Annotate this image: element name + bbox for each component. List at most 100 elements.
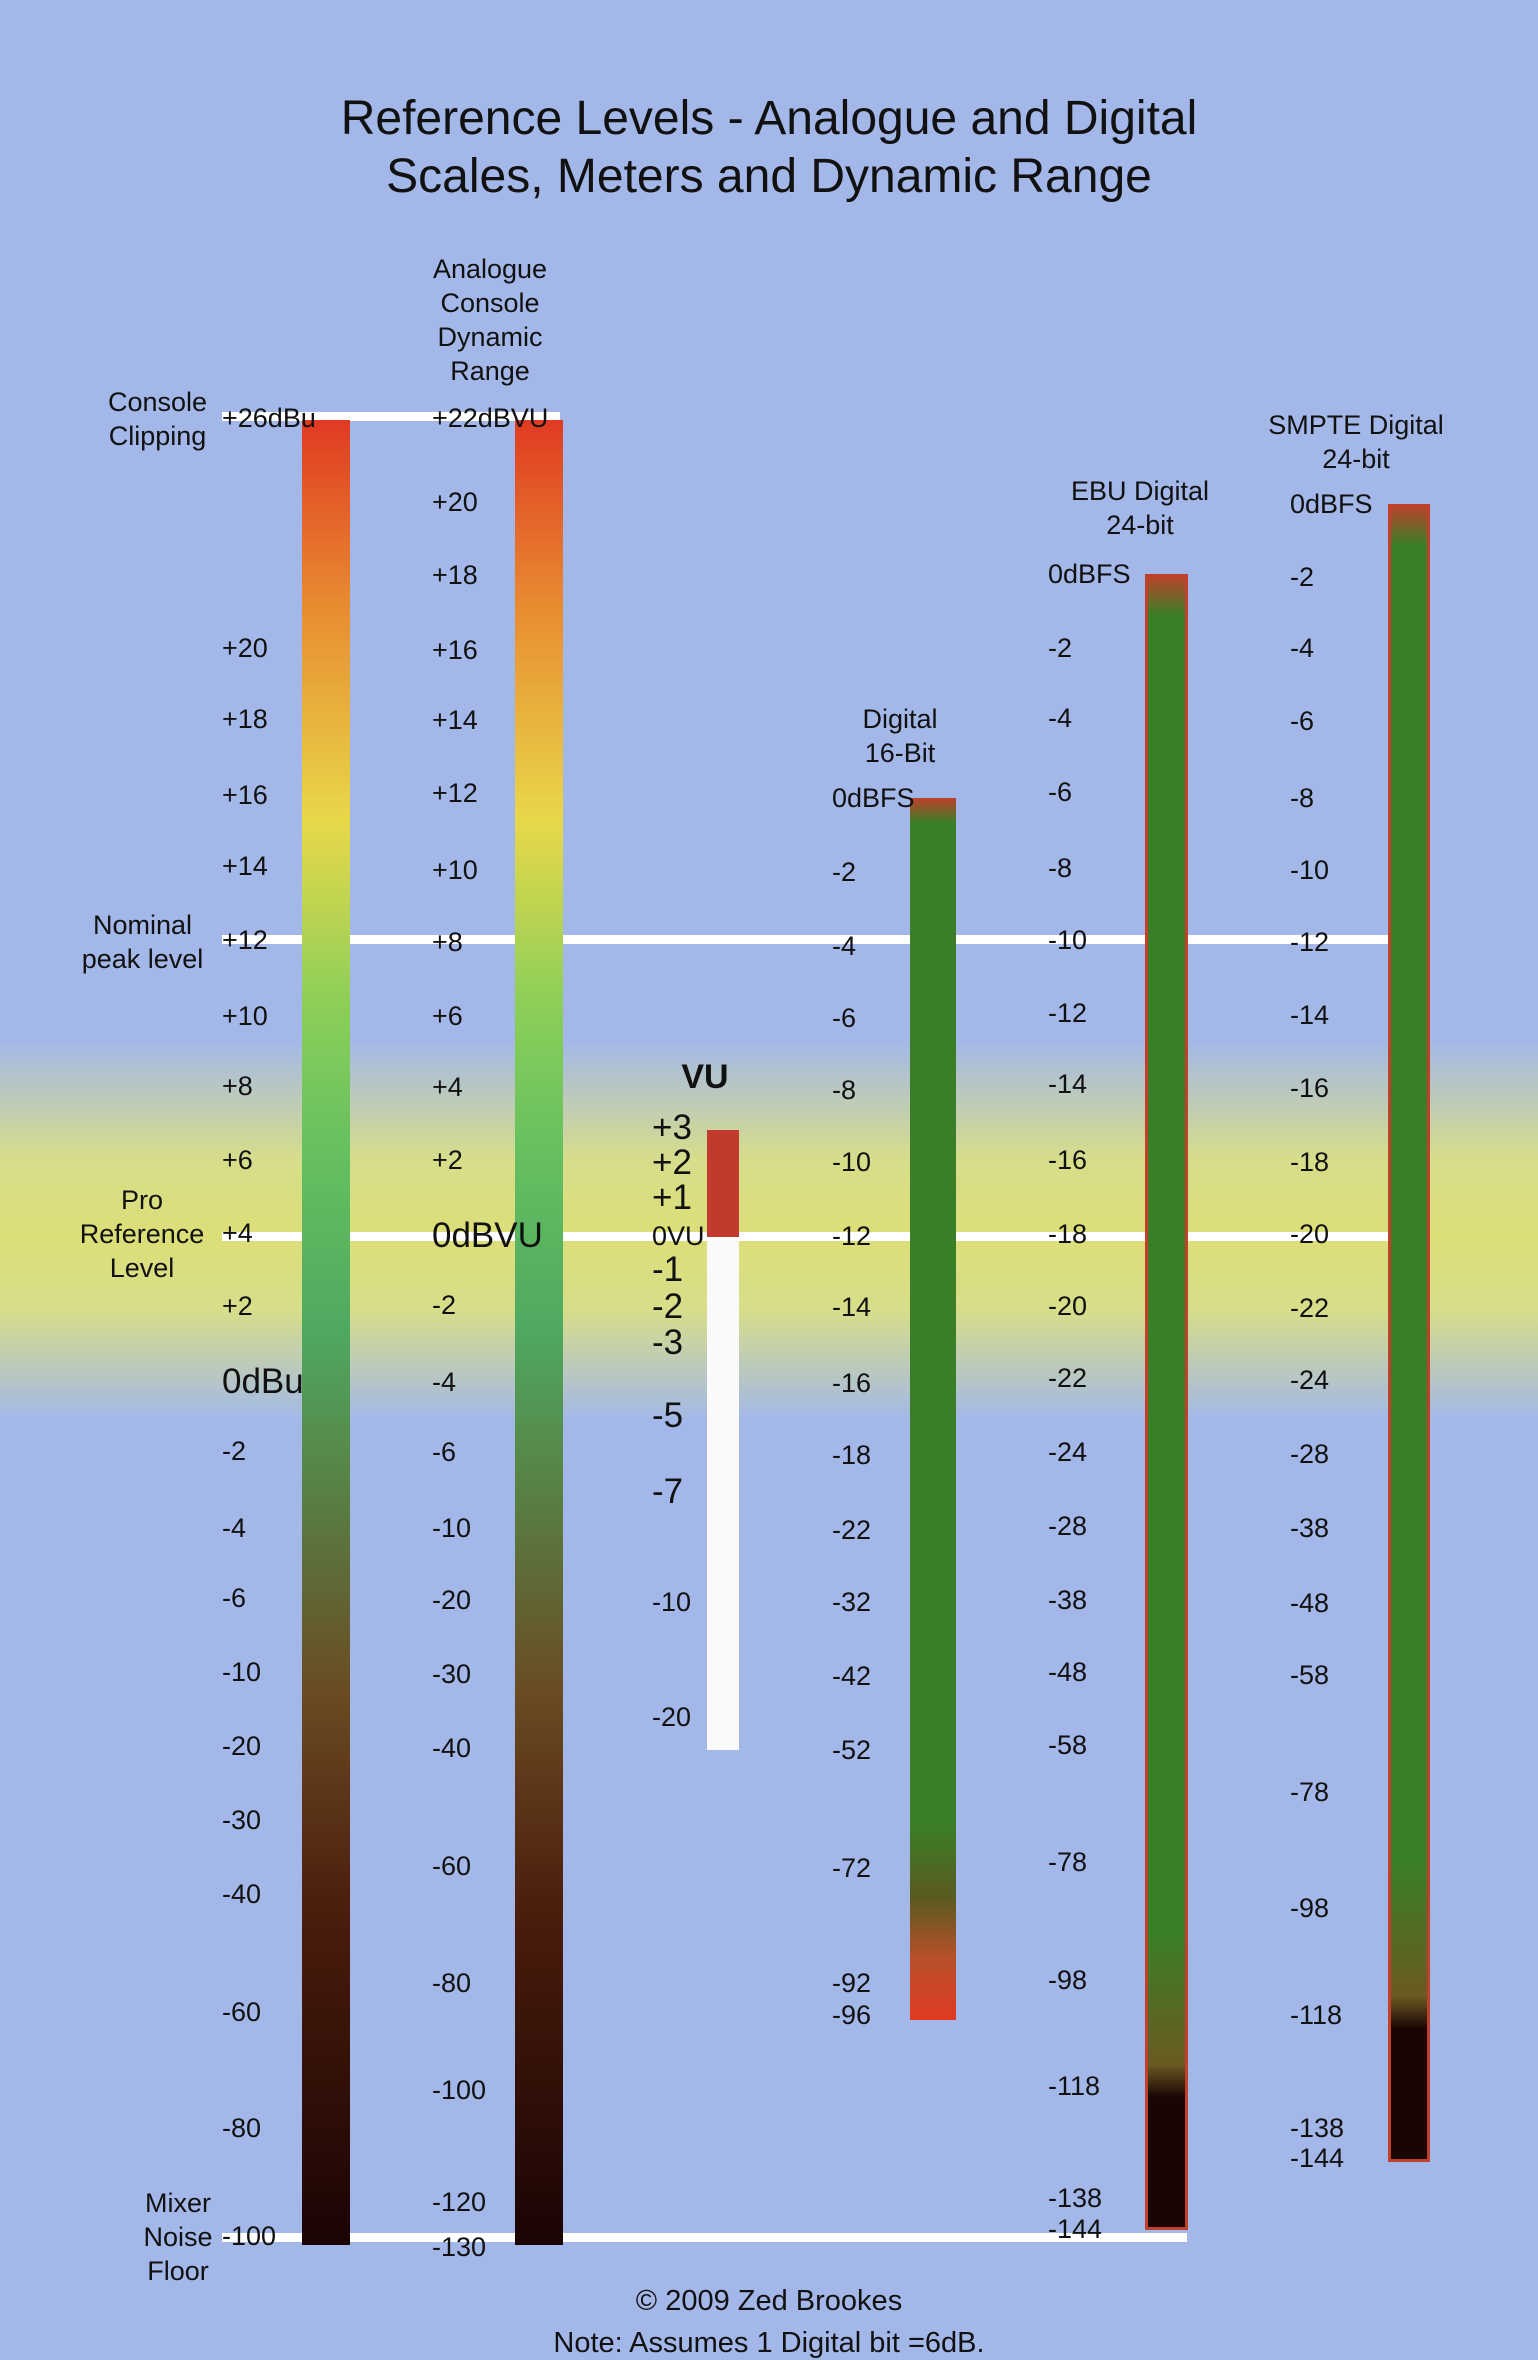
- ebu-scale-tick: -144: [1048, 2214, 1103, 2244]
- dbu-scale-tick: +4: [222, 1218, 253, 1248]
- diagram-title-line1: Reference Levels - Analogue and Digital: [340, 92, 1198, 145]
- dbvu-scale-tick: +10: [432, 855, 478, 885]
- smpte-scale-tick: 0dBFS: [1290, 489, 1373, 519]
- smpte-scale-tick: -22: [1290, 1293, 1330, 1323]
- dbu-scale-tick: +16: [222, 780, 268, 810]
- diagram-title-line2: Scales, Meters and Dynamic Range: [386, 150, 1152, 203]
- d16-scale-tick: -32: [832, 1587, 872, 1617]
- smpte-scale-tick: -144: [1290, 2143, 1345, 2173]
- d16-scale-tick: -52: [832, 1735, 872, 1765]
- smpte-scale-tick: -58: [1290, 1660, 1330, 1690]
- vu-scale-tick: +3: [652, 1108, 692, 1147]
- dbvu-scale-tick: -2: [432, 1290, 457, 1320]
- d16-scale-tick: -2: [832, 857, 857, 887]
- dbu-scale-tick: -10: [222, 1657, 262, 1687]
- d16-scale-tick: -18: [832, 1440, 872, 1470]
- d16-scale-tick: -14: [832, 1292, 872, 1322]
- dbu-scale-tick: 0dBu: [222, 1362, 304, 1401]
- ebu-scale-tick: -8: [1048, 853, 1073, 883]
- mixer-noise-label: Mixer Noise Floor: [143, 2188, 213, 2286]
- dbvu-scale-tick: +2: [432, 1145, 463, 1175]
- pro-reference-label: Pro Reference Level: [79, 1185, 205, 1283]
- ebu-scale-tick: -48: [1048, 1657, 1088, 1687]
- noise-floor-line: [222, 2233, 1187, 2242]
- ebu-scale-tick: -16: [1048, 1145, 1088, 1175]
- ebu-scale-tick: -10: [1048, 925, 1088, 955]
- ebu-scale-tick: -78: [1048, 1847, 1088, 1877]
- smpte-scale-tick: -10: [1290, 855, 1330, 885]
- nominal-peak-label: Nominal peak level: [81, 910, 204, 974]
- vu-red-zone: [707, 1130, 739, 1237]
- vu-scale-tick: +2: [652, 1143, 692, 1182]
- dbu-scale-tick: +2: [222, 1291, 253, 1321]
- smpte-scale-tick: -24: [1290, 1365, 1330, 1395]
- smpte-scale-tick: -28: [1290, 1439, 1330, 1469]
- dbvu-scale-tick: -40: [432, 1733, 472, 1763]
- assumption-note: Note: Assumes 1 Digital bit =6dB.: [553, 2327, 985, 2359]
- dbu-scale-tick: -30: [222, 1805, 262, 1835]
- vu-scale-tick: +1: [652, 1178, 692, 1217]
- d16-scale-tick: 0dBFS: [832, 783, 915, 813]
- dbu-scale-tick: +10: [222, 1001, 268, 1031]
- dbvu-scale-tick: -60: [432, 1851, 472, 1881]
- smpte-meter-bar: [1388, 504, 1430, 2162]
- dbvu-scale-tick: -130: [432, 2232, 487, 2262]
- dbu-scale-tick: -4: [222, 1513, 247, 1543]
- dbvu-scale-tick: +18: [432, 560, 478, 590]
- dbvu-scale-tick: +6: [432, 1001, 463, 1031]
- ebu-scale-tick: -2: [1048, 633, 1073, 663]
- d16-scale-tick: -22: [832, 1515, 872, 1545]
- ebu-scale-tick: 0dBFS: [1048, 559, 1131, 589]
- dbu-scale-tick: +26dBu: [222, 403, 316, 433]
- dbu-scale-tick: -40: [222, 1879, 262, 1909]
- ebu-scale-tick: -118: [1048, 2071, 1101, 2101]
- d16-scale-tick: -8: [832, 1075, 857, 1105]
- smpte-scale-tick: -8: [1290, 783, 1315, 813]
- ebu-scale-tick: -12: [1048, 998, 1088, 1028]
- smpte-scale-tick: -6: [1290, 706, 1315, 736]
- ebu-header: EBU Digital 24-bit: [1070, 476, 1210, 540]
- console-clipping-label: Console Clipping: [107, 387, 208, 451]
- ebu-scale-tick: -14: [1048, 1069, 1088, 1099]
- smpte-header: SMPTE Digital 24-bit: [1268, 410, 1444, 474]
- digital16-meter-bar: [910, 798, 956, 2020]
- clipping-line: [222, 412, 560, 421]
- smpte-scale-tick: -38: [1290, 1513, 1330, 1543]
- vu-header: VU: [681, 1058, 729, 1096]
- dbu-scale-tick: +14: [222, 851, 268, 881]
- vu-scale-tick: -3: [652, 1323, 684, 1362]
- nominal-peak-line: [222, 935, 1390, 944]
- dbvu-scale-tick: -4: [432, 1367, 457, 1397]
- ebu-scale-tick: -138: [1048, 2183, 1103, 2213]
- dbvu-scale-tick: -30: [432, 1659, 472, 1689]
- dbvu-scale-tick: +4: [432, 1072, 463, 1102]
- dbu-scale-tick: -6: [222, 1583, 247, 1613]
- ebu-scale-tick: -22: [1048, 1363, 1088, 1393]
- d16-scale-tick: -4: [832, 931, 857, 961]
- dbu-scale-tick: -60: [222, 1997, 262, 2027]
- dbu-scale-tick: +8: [222, 1071, 253, 1101]
- dbu-scale-tick: -20: [222, 1731, 262, 1761]
- d16-scale-tick: -12: [832, 1221, 872, 1251]
- analogue-header: Analogue Console Dynamic Range: [432, 254, 548, 386]
- vu-scale-tick: 0VU: [652, 1221, 705, 1251]
- d16-scale-tick: -10: [832, 1147, 872, 1177]
- dbvu-scale-tick: +22dBVU: [432, 403, 549, 433]
- dbu-scale-tick: +12: [222, 925, 268, 955]
- smpte-scale-tick: -78: [1290, 1777, 1330, 1807]
- vu-scale-tick: -20: [652, 1702, 692, 1732]
- dbu-scale-tick: -100: [222, 2221, 277, 2251]
- dbu-scale-tick: +6: [222, 1145, 253, 1175]
- dbvu-meter-bar: [515, 420, 563, 2245]
- smpte-scale-tick: -48: [1290, 1588, 1330, 1618]
- d16-scale-tick: -16: [832, 1368, 872, 1398]
- dbvu-scale-tick: -80: [432, 1968, 472, 1998]
- dbvu-scale-tick: -100: [432, 2075, 487, 2105]
- dbu-scale-tick: -2: [222, 1436, 247, 1466]
- dbu-scale-tick: +20: [222, 633, 268, 663]
- d16-scale-tick: -42: [832, 1661, 872, 1691]
- dbvu-scale-tick: +14: [432, 705, 478, 735]
- ebu-scale-tick: -28: [1048, 1511, 1088, 1541]
- ebu-scale-tick: -6: [1048, 777, 1073, 807]
- ebu-scale-tick: -98: [1048, 1965, 1088, 1995]
